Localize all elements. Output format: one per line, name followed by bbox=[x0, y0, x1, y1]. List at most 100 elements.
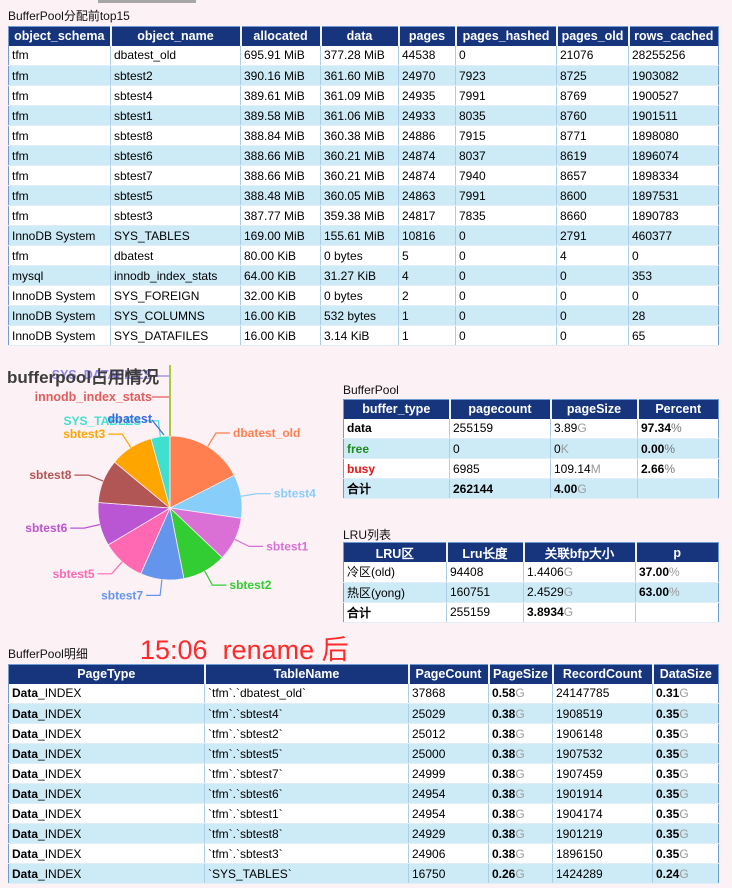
table-cell: Data_INDEX bbox=[8, 763, 205, 784]
pie-label-sbtest1: sbtest1 bbox=[266, 539, 308, 553]
table-row: Data_INDEX `tfm`.`sbtest3` 24906 0.38G 18961… bbox=[8, 843, 719, 864]
table-cell: 2.4529G bbox=[523, 582, 636, 603]
table-row: free 0 0K 0.00% bbox=[343, 438, 719, 459]
table-row: tfm dbatest_old 695.91 MiB 377.28 MiB 44538 0… bbox=[8, 45, 719, 66]
table-cell: 360.05 MiB bbox=[320, 185, 399, 206]
table-cell: 1903082 bbox=[628, 65, 719, 86]
column-header-Percent: Percent bbox=[637, 399, 719, 419]
table-cell: tfm bbox=[8, 245, 111, 266]
table-cell: 8037 bbox=[455, 145, 557, 166]
table-cell: 24929 bbox=[408, 823, 489, 844]
bufferpool-usage-pie-chart: dbatest_old sbtest4 sbtest1 sbtest2 sbtest7 s… bbox=[25, 365, 316, 602]
column-header-rows_cached: rows_cached bbox=[628, 26, 719, 46]
table-cell: 155.61 MiB bbox=[320, 225, 399, 246]
table-cell: 1908519 bbox=[552, 703, 653, 724]
table-cell: 388.48 MiB bbox=[240, 185, 321, 206]
table-cell: SYS_TABLES bbox=[110, 225, 241, 246]
table-cell: 24874 bbox=[398, 165, 456, 186]
table-cell: Data_INDEX bbox=[8, 783, 205, 804]
table-cell: `tfm`.`sbtest1` bbox=[204, 803, 409, 824]
table-cell: 1896150 bbox=[552, 843, 653, 864]
table-cell: 8657 bbox=[556, 165, 629, 186]
table-cell: 388.66 MiB bbox=[240, 165, 321, 186]
table-cell: 1900527 bbox=[628, 85, 719, 106]
table-cell: 8769 bbox=[556, 85, 629, 106]
table-cell: 3.89G bbox=[550, 418, 638, 439]
pie-label-SYS_TABLES: SYS_TABLES bbox=[64, 414, 142, 428]
column-header-pagecount: pagecount bbox=[449, 399, 552, 419]
table-row: Data_INDEX `tfm`.`sbtest7` 24999 0.38G 19074… bbox=[8, 763, 719, 784]
table-row: InnoDB System SYS_DATAFILES 16.00 KiB 3.14 … bbox=[8, 325, 719, 346]
table-cell: 0.38G bbox=[488, 723, 553, 744]
table-cell: 16.00 KiB bbox=[240, 325, 321, 346]
table-cell: 255159 bbox=[446, 602, 524, 623]
table-cell: 360.21 MiB bbox=[320, 165, 399, 186]
table-cell: `tfm`.`sbtest2` bbox=[204, 723, 409, 744]
table-cell: 25012 bbox=[408, 723, 489, 744]
table-cell: InnoDB System bbox=[8, 305, 111, 326]
table-cell: `tfm`.`sbtest7` bbox=[204, 763, 409, 784]
table-cell: 1901511 bbox=[628, 105, 719, 126]
table-cell: mysql bbox=[8, 265, 111, 286]
table-cell: 0.38G bbox=[488, 743, 553, 764]
table-cell: 8660 bbox=[556, 205, 629, 226]
table-cell: 冷区(old) bbox=[343, 562, 447, 583]
table-cell: Data_INDEX bbox=[8, 863, 205, 884]
table-row: Data_INDEX `tfm`.`sbtest1` 24954 0.38G 19041… bbox=[8, 803, 719, 824]
column-header-object_schema: object_schema bbox=[8, 26, 112, 46]
table-cell: 16750 bbox=[408, 863, 489, 884]
bufferpool-top15-table: object_schema object_name allocated data pag… bbox=[8, 26, 719, 346]
table-row: Data_INDEX `SYS_TABLES` 16750 0.26G 1424289 0… bbox=[8, 863, 719, 884]
pie-leader-line-sbtest7 bbox=[146, 579, 163, 596]
table-cell: 532 bytes bbox=[320, 305, 399, 326]
column-header-PageCount: PageCount bbox=[408, 664, 490, 684]
table-cell: 8035 bbox=[455, 105, 557, 126]
table-cell: `tfm`.`sbtest5` bbox=[204, 743, 409, 764]
table-row: tfm sbtest7 388.66 MiB 360.21 MiB 24874 7940 8… bbox=[8, 165, 719, 186]
pie-leader-line-sbtest8 bbox=[74, 474, 104, 482]
table-cell: InnoDB System bbox=[8, 225, 111, 246]
table-cell: 合计 bbox=[343, 602, 447, 623]
table-cell: 1898334 bbox=[628, 165, 719, 186]
table-cell: 0.35G bbox=[652, 783, 719, 804]
top-scrollbar-thumb[interactable] bbox=[98, 0, 196, 3]
table-cell: 0.35G bbox=[652, 763, 719, 784]
table-cell: 0 bbox=[455, 225, 557, 246]
table-cell: 3.14 KiB bbox=[320, 325, 399, 346]
table-cell: 0 bbox=[556, 285, 629, 306]
table-cell: Data_INDEX bbox=[8, 723, 205, 744]
table-row: InnoDB System SYS_COLUMNS 16.00 KiB 532 byt… bbox=[8, 305, 719, 326]
table-cell: dbatest_old bbox=[110, 45, 241, 66]
pie-label-sbtest7: sbtest7 bbox=[101, 588, 143, 602]
table-cell: 160751 bbox=[446, 582, 524, 603]
table-cell: sbtest2 bbox=[110, 65, 241, 86]
table-cell: 7991 bbox=[455, 85, 557, 106]
table-cell: 24970 bbox=[398, 65, 456, 86]
table-cell: 44538 bbox=[398, 45, 456, 66]
table-cell: tfm bbox=[8, 105, 111, 126]
table-cell: tfm bbox=[8, 85, 111, 106]
pie-label-sbtest4: sbtest4 bbox=[274, 487, 316, 501]
table-cell: sbtest1 bbox=[110, 105, 241, 126]
table-cell: 5 bbox=[398, 245, 456, 266]
table-cell: free bbox=[343, 438, 450, 459]
table-cell: 0.58G bbox=[488, 683, 553, 704]
table-cell: 1896074 bbox=[628, 145, 719, 166]
table-cell: 0.26G bbox=[488, 863, 553, 884]
table-cell: 0.38G bbox=[488, 843, 553, 864]
table-row: Data_INDEX `tfm`.`sbtest2` 25012 0.38G 19061… bbox=[8, 723, 719, 744]
table-cell: SYS_FOREIGN bbox=[110, 285, 241, 306]
table-row: mysql innodb_index_stats 64.00 KiB 31.27 Ki… bbox=[8, 265, 719, 286]
table-cell: 24863 bbox=[398, 185, 456, 206]
table-row: 合计 255159 3.8934G bbox=[343, 602, 719, 623]
bufferpool-summary-header-row: buffer_type pagecount pageSize Percent bbox=[343, 399, 719, 419]
pie-label-sbtest3: sbtest3 bbox=[63, 427, 105, 441]
table-cell: sbtest4 bbox=[110, 85, 241, 106]
column-header-pages_old: pages_old bbox=[556, 26, 630, 46]
table-cell: 24935 bbox=[398, 85, 456, 106]
pie-overlay-label-dbatest: dbatest bbox=[107, 412, 152, 426]
table-row: tfm sbtest5 388.48 MiB 360.05 MiB 24863 7991 8… bbox=[8, 185, 719, 206]
table-cell: 64.00 KiB bbox=[240, 265, 321, 286]
table-row: Data_INDEX `tfm`.`dbatest_old` 37868 0.58G 2… bbox=[8, 683, 719, 704]
table-cell: InnoDB System bbox=[8, 325, 111, 346]
